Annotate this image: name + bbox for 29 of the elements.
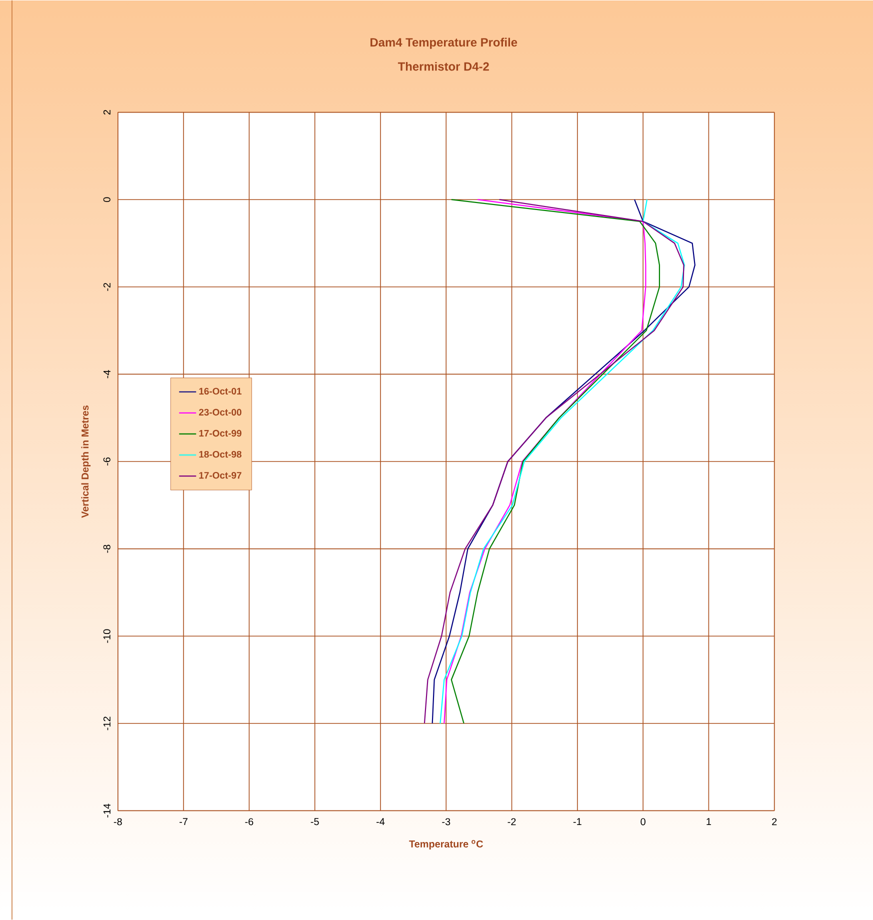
y-tick-label: -10 (103, 629, 110, 643)
x-tick-label: -5 (310, 818, 319, 826)
y-axis-title: Vertical Depth in Metres (81, 405, 90, 518)
y-tick-label: 2 (103, 110, 110, 115)
x-tick-label: -7 (179, 818, 188, 826)
y-tick-label: -6 (103, 457, 110, 466)
x-tick-label: 0 (640, 818, 646, 826)
chart-subtitle: Thermistor D4-2 (398, 62, 489, 71)
legend-label: 16-Oct-01 (199, 388, 242, 395)
legend-label: 18-Oct-98 (199, 450, 242, 458)
legend-label: 23-Oct-00 (198, 408, 242, 416)
x-tick-label: -3 (442, 818, 450, 826)
x-tick-label: -8 (114, 818, 122, 826)
legend-label: 17-Oct-99 (199, 430, 242, 437)
x-tick-label: 2 (772, 818, 777, 826)
y-tick-label: -4 (103, 370, 110, 378)
y-tick-label: -2 (103, 282, 110, 291)
x-axis-title: Temperature $^{o}$C (408, 840, 483, 850)
chart-title: Dam4 Temperature Profile (370, 38, 517, 49)
legend-label: 17-Oct-97 (199, 472, 242, 479)
y-tick-label: -12 (103, 716, 110, 730)
x-tick-label: -4 (376, 818, 384, 826)
x-tick-label: -1 (573, 818, 582, 826)
y-tick-label: -8 (103, 544, 110, 553)
x-tick-label: -2 (508, 818, 516, 826)
x-tick-label: -6 (245, 818, 254, 826)
y-tick-label: -14 (103, 804, 110, 818)
x-tick-label: 1 (706, 818, 711, 826)
y-tick-label: 0 (103, 197, 110, 202)
